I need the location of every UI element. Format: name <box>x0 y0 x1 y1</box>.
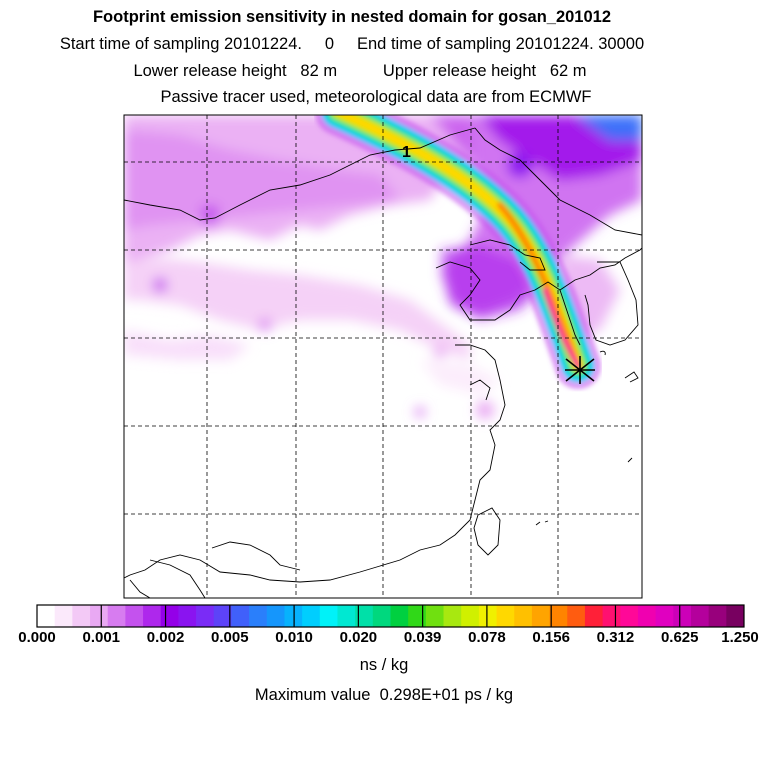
plume-band <box>315 115 601 389</box>
units-label: ns / kg <box>359 656 409 674</box>
colorbar-swatch <box>443 605 462 627</box>
colorbar-swatch <box>107 605 126 627</box>
sampling-time-line: Start time of sampling 20101224. 0 End t… <box>59 35 645 53</box>
release-site-marker <box>565 356 595 384</box>
map-title: Footprint emission sensitivity in nested… <box>92 8 612 26</box>
colorbar-swatch <box>249 605 268 627</box>
colorbar-swatch <box>496 605 515 627</box>
colorbar-swatch <box>584 605 603 627</box>
colorbar-swatch <box>319 605 338 627</box>
colorbar-swatch <box>531 605 550 627</box>
coastlines <box>124 127 642 598</box>
colorbar-swatch <box>266 605 285 627</box>
colorbar-swatch <box>673 605 692 627</box>
colorbar-swatch <box>337 605 356 627</box>
colorbar-swatch <box>425 605 444 627</box>
colorbar-tick-label: 0.002 <box>146 629 185 646</box>
colorbar-swatch <box>708 605 727 627</box>
colorbar <box>37 605 745 627</box>
colorbar-tick-label: 0.078 <box>468 629 506 646</box>
colorbar-swatch <box>690 605 710 627</box>
colorbar-swatch <box>302 605 321 627</box>
sensitivity-field <box>124 115 642 419</box>
colorbar-tick-label: 0.005 <box>211 629 249 646</box>
colorbar-swatch <box>602 605 621 627</box>
maximum-value-line: Maximum value 0.298E+01 ps / kg <box>254 686 514 704</box>
colorbar-swatch <box>54 605 73 627</box>
map-frame <box>123 114 643 599</box>
colorbar-swatch <box>372 605 391 627</box>
colorbar-swatch <box>160 605 179 627</box>
colorbar-swatch <box>231 605 250 627</box>
plume-label: 1 <box>402 144 411 161</box>
colorbar-tick-label: 1.250 <box>721 629 759 646</box>
graticule <box>124 115 642 598</box>
tracer-info-line: Passive tracer used, meteorological data… <box>160 88 592 106</box>
colorbar-swatch <box>567 605 586 627</box>
colorbar-swatch <box>72 605 91 627</box>
colorbar-frame <box>36 604 745 628</box>
colorbar-tick-label: 0.039 <box>403 629 442 646</box>
colorbar-swatch <box>408 605 427 627</box>
colorbar-swatch <box>284 605 303 627</box>
colorbar-swatch <box>37 605 56 627</box>
colorbar-tick-label: 0.010 <box>275 629 313 646</box>
colorbar-swatch <box>514 605 533 627</box>
colorbar-tick-label: 0.625 <box>660 629 699 646</box>
colorbar-tick-label: 0.312 <box>596 629 635 646</box>
colorbar-swatch <box>213 605 232 627</box>
colorbar-swatch <box>655 605 674 627</box>
colorbar-swatch <box>178 605 197 627</box>
colorbar-tick-label: 0.001 <box>82 629 121 646</box>
colorbar-swatch <box>478 605 497 627</box>
colorbar-swatch <box>196 605 215 627</box>
colorbar-tick-label: 0.000 <box>18 629 56 646</box>
colorbar-tick-label: 0.020 <box>339 629 378 646</box>
release-height-line: Lower release height 82 m Upper release … <box>133 62 587 80</box>
colorbar-swatch <box>637 605 657 627</box>
colorbar-swatch <box>549 605 568 627</box>
colorbar-swatch <box>125 605 144 627</box>
colorbar-swatch <box>143 605 162 627</box>
colorbar-swatch <box>355 605 374 627</box>
colorbar-swatch <box>390 605 409 627</box>
colorbar-swatch <box>90 605 109 627</box>
colorbar-swatch <box>620 605 639 627</box>
colorbar-swatch <box>461 605 480 627</box>
colorbar-tick-label: 0.156 <box>532 629 570 646</box>
colorbar-swatch <box>726 605 745 627</box>
